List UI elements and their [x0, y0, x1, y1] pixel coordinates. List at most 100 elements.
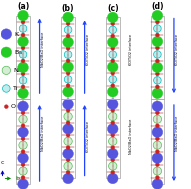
- Ellipse shape: [152, 153, 163, 163]
- Ellipse shape: [154, 77, 161, 84]
- Ellipse shape: [153, 141, 162, 149]
- Text: K: K: [15, 32, 19, 37]
- Ellipse shape: [66, 46, 70, 50]
- Ellipse shape: [152, 62, 163, 73]
- Bar: [151, 15, 164, 184]
- Text: Nb: Nb: [13, 68, 22, 73]
- Ellipse shape: [111, 22, 115, 26]
- Ellipse shape: [107, 12, 118, 23]
- Ellipse shape: [21, 59, 25, 63]
- Text: (b): (b): [62, 4, 74, 13]
- Ellipse shape: [155, 137, 159, 141]
- Text: KO/TiO2 interface: KO/TiO2 interface: [86, 34, 90, 65]
- Ellipse shape: [152, 101, 163, 112]
- Ellipse shape: [111, 158, 115, 162]
- Ellipse shape: [109, 26, 117, 33]
- Ellipse shape: [155, 111, 159, 115]
- Ellipse shape: [107, 62, 118, 72]
- Ellipse shape: [111, 121, 115, 125]
- Ellipse shape: [21, 137, 25, 141]
- Ellipse shape: [155, 33, 159, 37]
- Ellipse shape: [153, 167, 162, 175]
- Ellipse shape: [19, 115, 27, 123]
- Ellipse shape: [111, 170, 115, 174]
- Ellipse shape: [21, 20, 25, 24]
- Ellipse shape: [108, 137, 117, 145]
- Ellipse shape: [152, 10, 163, 21]
- Ellipse shape: [109, 76, 117, 83]
- Ellipse shape: [66, 34, 70, 38]
- Bar: [61, 17, 75, 178]
- Ellipse shape: [21, 163, 25, 167]
- Text: NbO2/BaO interface: NbO2/BaO interface: [41, 32, 45, 67]
- Ellipse shape: [111, 59, 115, 63]
- Ellipse shape: [111, 84, 115, 88]
- Ellipse shape: [18, 36, 28, 47]
- Ellipse shape: [154, 51, 161, 58]
- Ellipse shape: [107, 37, 118, 47]
- Ellipse shape: [18, 127, 28, 137]
- Ellipse shape: [2, 85, 10, 92]
- Ellipse shape: [19, 77, 27, 84]
- Text: (c): (c): [107, 4, 119, 13]
- Ellipse shape: [63, 37, 73, 47]
- Text: KO/TiO2 interface: KO/TiO2 interface: [86, 121, 90, 152]
- Ellipse shape: [21, 111, 25, 115]
- Ellipse shape: [111, 46, 115, 50]
- Ellipse shape: [63, 87, 73, 97]
- Ellipse shape: [153, 115, 162, 123]
- Ellipse shape: [152, 127, 163, 137]
- Text: (a): (a): [17, 2, 29, 11]
- Ellipse shape: [21, 124, 25, 128]
- Bar: [16, 15, 30, 184]
- Text: NbO2/BaO interface: NbO2/BaO interface: [129, 119, 134, 154]
- Ellipse shape: [63, 12, 73, 23]
- Ellipse shape: [66, 158, 70, 162]
- Ellipse shape: [21, 85, 25, 89]
- Ellipse shape: [109, 51, 117, 58]
- Text: NbO2/BaO interface: NbO2/BaO interface: [176, 115, 180, 151]
- Ellipse shape: [63, 62, 73, 72]
- Ellipse shape: [155, 150, 159, 153]
- Ellipse shape: [64, 26, 72, 33]
- Ellipse shape: [1, 47, 12, 57]
- Ellipse shape: [107, 124, 118, 134]
- Ellipse shape: [18, 88, 28, 98]
- Ellipse shape: [64, 112, 72, 121]
- Ellipse shape: [64, 76, 72, 83]
- Text: O: O: [11, 104, 16, 109]
- Ellipse shape: [18, 179, 28, 189]
- Ellipse shape: [63, 148, 73, 159]
- Ellipse shape: [21, 72, 25, 76]
- Ellipse shape: [66, 170, 70, 174]
- Ellipse shape: [66, 146, 70, 149]
- Ellipse shape: [66, 22, 70, 26]
- Text: (d): (d): [151, 2, 164, 11]
- Text: KO/TiO2 interface: KO/TiO2 interface: [176, 34, 180, 65]
- Text: NbO2/BaO interface: NbO2/BaO interface: [41, 115, 45, 151]
- Ellipse shape: [111, 34, 115, 38]
- Ellipse shape: [21, 33, 25, 37]
- Ellipse shape: [111, 146, 115, 149]
- Ellipse shape: [64, 162, 72, 170]
- Ellipse shape: [21, 46, 25, 50]
- Ellipse shape: [155, 163, 159, 167]
- Ellipse shape: [4, 105, 8, 108]
- Ellipse shape: [155, 124, 159, 128]
- Ellipse shape: [18, 153, 28, 163]
- Ellipse shape: [18, 101, 28, 112]
- Text: c: c: [1, 160, 4, 165]
- Ellipse shape: [155, 85, 159, 89]
- Ellipse shape: [107, 99, 118, 109]
- Ellipse shape: [63, 173, 73, 184]
- Ellipse shape: [107, 173, 118, 184]
- Ellipse shape: [63, 124, 73, 134]
- Ellipse shape: [66, 133, 70, 137]
- Ellipse shape: [63, 99, 73, 109]
- Ellipse shape: [152, 36, 163, 47]
- Ellipse shape: [155, 20, 159, 24]
- Ellipse shape: [66, 108, 70, 112]
- Ellipse shape: [18, 10, 28, 21]
- Ellipse shape: [152, 88, 163, 98]
- Ellipse shape: [21, 150, 25, 153]
